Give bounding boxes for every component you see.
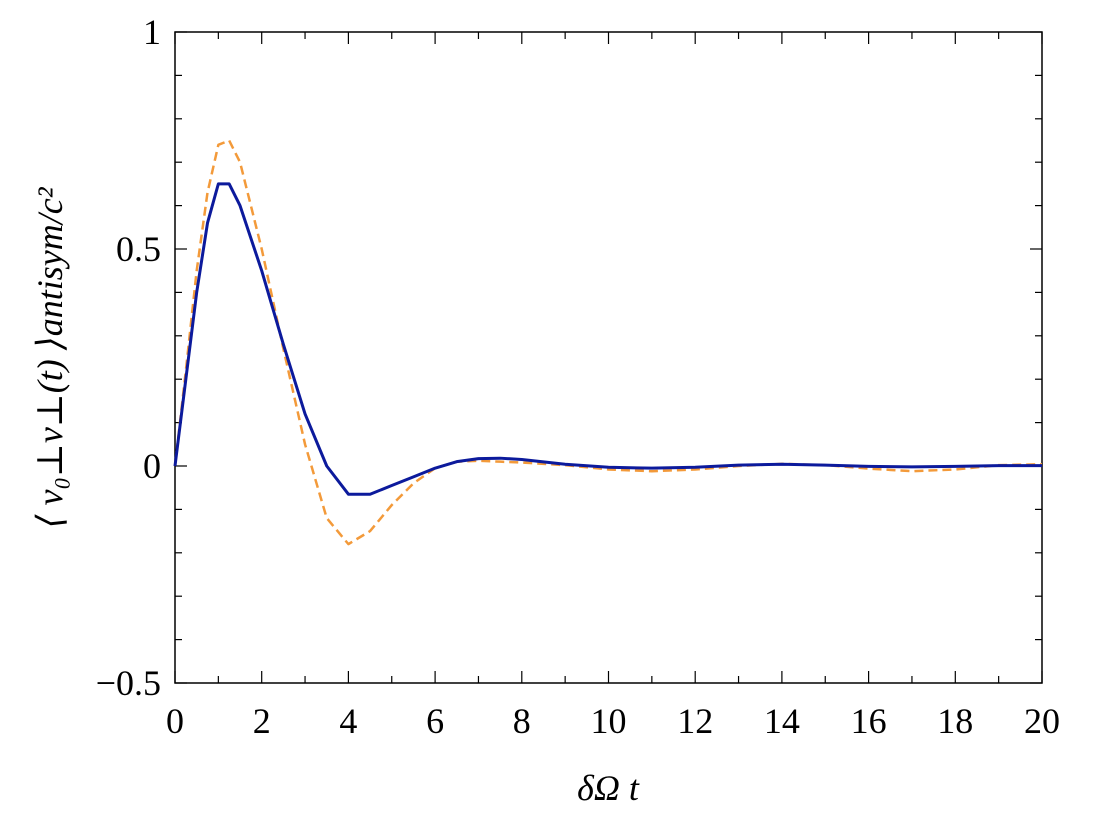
x-tick-label: 0: [166, 701, 184, 741]
x-tick-label: 18: [937, 701, 973, 741]
series-line: [173, 139, 1043, 546]
x-tick-label: 16: [851, 701, 887, 741]
x-tick-label: 4: [339, 701, 357, 741]
plot-frame: [174, 31, 1043, 684]
x-tick-label: 20: [1024, 701, 1060, 741]
y-tick-label: 1: [143, 12, 161, 52]
x-tick-label: 12: [677, 701, 713, 741]
x-tick-label: 8: [513, 701, 531, 741]
y-tick-label: 0: [143, 446, 161, 486]
x-axis-label: δΩ t: [577, 768, 640, 808]
y-tick-label: 0.5: [116, 229, 161, 269]
y-axis-label: ⟨ v₀⊥v⊥(t) ⟩antisym/c²: [30, 186, 70, 528]
x-tick-label: 10: [591, 701, 627, 741]
series-line: [173, 182, 1042, 496]
x-tick-label: 2: [253, 701, 271, 741]
y-tick-label: −0.5: [96, 663, 161, 703]
x-tick-label: 6: [426, 701, 444, 741]
x-tick-label: 14: [764, 701, 800, 741]
